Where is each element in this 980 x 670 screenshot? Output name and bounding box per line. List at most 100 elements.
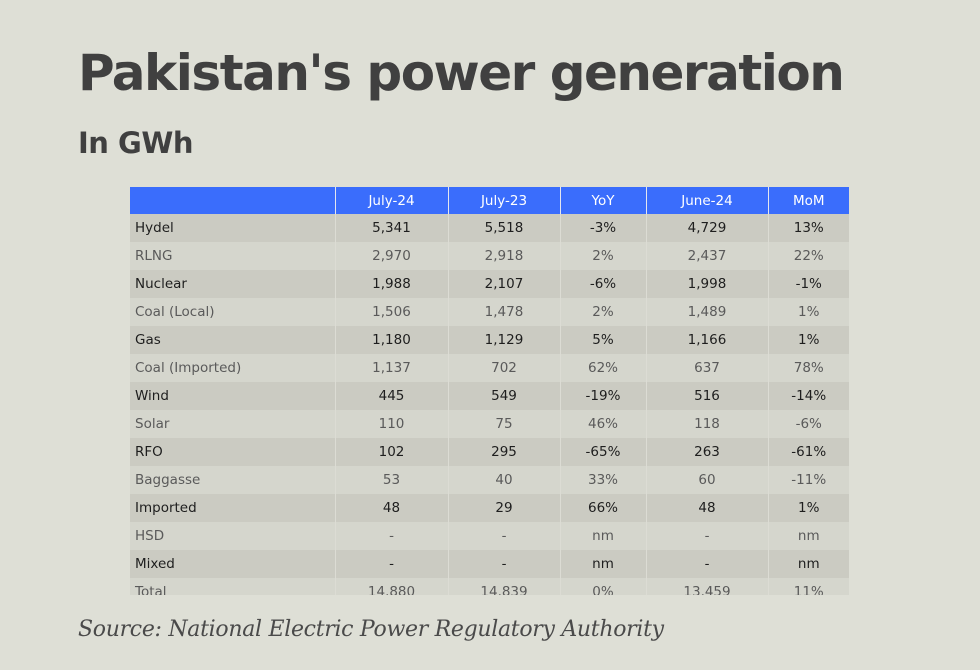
row-label: HSD bbox=[130, 522, 335, 550]
july-24-cell: 2,970 bbox=[334, 242, 448, 270]
mom-cell: -1% bbox=[767, 270, 849, 298]
header-cell-yoy: YoY bbox=[559, 187, 646, 214]
july-24-cell: 1,506 bbox=[334, 298, 448, 326]
july-24-cell: 102 bbox=[334, 438, 448, 466]
july-23-cell: - bbox=[447, 522, 560, 550]
row-label: Nuclear bbox=[130, 270, 335, 298]
table-row: Coal (Imported) 1,137 702 62% 637 78% bbox=[130, 354, 849, 382]
row-label: RFO bbox=[130, 438, 335, 466]
row-label: Total bbox=[130, 578, 335, 595]
june-24-cell: - bbox=[645, 550, 768, 578]
row-label: Solar bbox=[130, 410, 335, 438]
june-24-cell: 48 bbox=[645, 494, 768, 522]
table-row: Imported 48 29 66% 48 1% bbox=[130, 494, 849, 522]
yoy-cell: 33% bbox=[559, 466, 646, 494]
july-23-cell: 1,129 bbox=[447, 326, 560, 354]
table-row: Solar 110 75 46% 118 -6% bbox=[130, 410, 849, 438]
table-row: Total 14,880 14,839 0% 13,459 11% bbox=[130, 578, 849, 595]
header-cell-july-24: July-24 bbox=[334, 187, 448, 214]
mom-cell: nm bbox=[767, 522, 849, 550]
july-23-cell: 2,107 bbox=[447, 270, 560, 298]
july-24-cell: - bbox=[334, 550, 448, 578]
june-24-cell: 2,437 bbox=[645, 242, 768, 270]
power-generation-table: July-24 July-23 YoY June-24 MoM Hydel 5,3… bbox=[130, 187, 849, 595]
june-24-cell: 1,166 bbox=[645, 326, 768, 354]
july-23-cell: 29 bbox=[447, 494, 560, 522]
row-label: Hydel bbox=[130, 214, 335, 242]
table-row: Gas 1,180 1,129 5% 1,166 1% bbox=[130, 326, 849, 354]
row-label: Gas bbox=[130, 326, 335, 354]
yoy-cell: 2% bbox=[559, 242, 646, 270]
row-label: RLNG bbox=[130, 242, 335, 270]
row-label: Imported bbox=[130, 494, 335, 522]
mom-cell: -14% bbox=[767, 382, 849, 410]
yoy-cell: -6% bbox=[559, 270, 646, 298]
mom-cell: 78% bbox=[767, 354, 849, 382]
july-24-cell: 110 bbox=[334, 410, 448, 438]
yoy-cell: -3% bbox=[559, 214, 646, 242]
mom-cell: -61% bbox=[767, 438, 849, 466]
july-24-cell: 53 bbox=[334, 466, 448, 494]
header-cell-july-23: July-23 bbox=[447, 187, 560, 214]
table-row: Nuclear 1,988 2,107 -6% 1,998 -1% bbox=[130, 270, 849, 298]
row-label: Coal (Local) bbox=[130, 298, 335, 326]
july-24-cell: 1,988 bbox=[334, 270, 448, 298]
yoy-cell: 5% bbox=[559, 326, 646, 354]
table-row: RLNG 2,970 2,918 2% 2,437 22% bbox=[130, 242, 849, 270]
yoy-cell: -19% bbox=[559, 382, 646, 410]
table-row: Mixed - - nm - nm bbox=[130, 550, 849, 578]
yoy-cell: -65% bbox=[559, 438, 646, 466]
july-23-cell: 702 bbox=[447, 354, 560, 382]
june-24-cell: 516 bbox=[645, 382, 768, 410]
june-24-cell: 637 bbox=[645, 354, 768, 382]
july-23-cell: 14,839 bbox=[447, 578, 560, 595]
july-23-cell: 40 bbox=[447, 466, 560, 494]
data-table-container: July-24 July-23 YoY June-24 MoM Hydel 5,3… bbox=[130, 187, 849, 595]
july-24-cell: 445 bbox=[334, 382, 448, 410]
source-note: Source: National Electric Power Regulato… bbox=[78, 617, 664, 642]
table-row: Coal (Local) 1,506 1,478 2% 1,489 1% bbox=[130, 298, 849, 326]
mom-cell: 1% bbox=[767, 298, 849, 326]
july-24-cell: 5,341 bbox=[334, 214, 448, 242]
july-23-cell: 549 bbox=[447, 382, 560, 410]
yoy-cell: 66% bbox=[559, 494, 646, 522]
july-24-cell: 1,137 bbox=[334, 354, 448, 382]
june-24-cell: - bbox=[645, 522, 768, 550]
june-24-cell: 4,729 bbox=[645, 214, 768, 242]
mom-cell: 1% bbox=[767, 326, 849, 354]
mom-cell: -11% bbox=[767, 466, 849, 494]
mom-cell: 13% bbox=[767, 214, 849, 242]
july-24-cell: 48 bbox=[334, 494, 448, 522]
july-24-cell: - bbox=[334, 522, 448, 550]
july-23-cell: - bbox=[447, 550, 560, 578]
yoy-cell: 2% bbox=[559, 298, 646, 326]
header-cell-june-24: June-24 bbox=[645, 187, 768, 214]
yoy-cell: nm bbox=[559, 550, 646, 578]
mom-cell: 22% bbox=[767, 242, 849, 270]
june-24-cell: 1,489 bbox=[645, 298, 768, 326]
july-23-cell: 295 bbox=[447, 438, 560, 466]
july-23-cell: 1,478 bbox=[447, 298, 560, 326]
table-header-row: July-24 July-23 YoY June-24 MoM bbox=[130, 187, 849, 214]
yoy-cell: nm bbox=[559, 522, 646, 550]
mom-cell: nm bbox=[767, 550, 849, 578]
june-24-cell: 13,459 bbox=[645, 578, 768, 595]
row-label: Wind bbox=[130, 382, 335, 410]
yoy-cell: 0% bbox=[559, 578, 646, 595]
header-cell-source bbox=[130, 187, 335, 214]
july-24-cell: 1,180 bbox=[334, 326, 448, 354]
mom-cell: -6% bbox=[767, 410, 849, 438]
yoy-cell: 62% bbox=[559, 354, 646, 382]
table-row: RFO 102 295 -65% 263 -61% bbox=[130, 438, 849, 466]
june-24-cell: 118 bbox=[645, 410, 768, 438]
yoy-cell: 46% bbox=[559, 410, 646, 438]
table-row: Wind 445 549 -19% 516 -14% bbox=[130, 382, 849, 410]
june-24-cell: 60 bbox=[645, 466, 768, 494]
page-title: Pakistan's power generation bbox=[78, 44, 845, 102]
mom-cell: 11% bbox=[767, 578, 849, 595]
mom-cell: 1% bbox=[767, 494, 849, 522]
page-subtitle: In GWh bbox=[78, 126, 193, 160]
july-23-cell: 2,918 bbox=[447, 242, 560, 270]
june-24-cell: 1,998 bbox=[645, 270, 768, 298]
july-23-cell: 5,518 bbox=[447, 214, 560, 242]
